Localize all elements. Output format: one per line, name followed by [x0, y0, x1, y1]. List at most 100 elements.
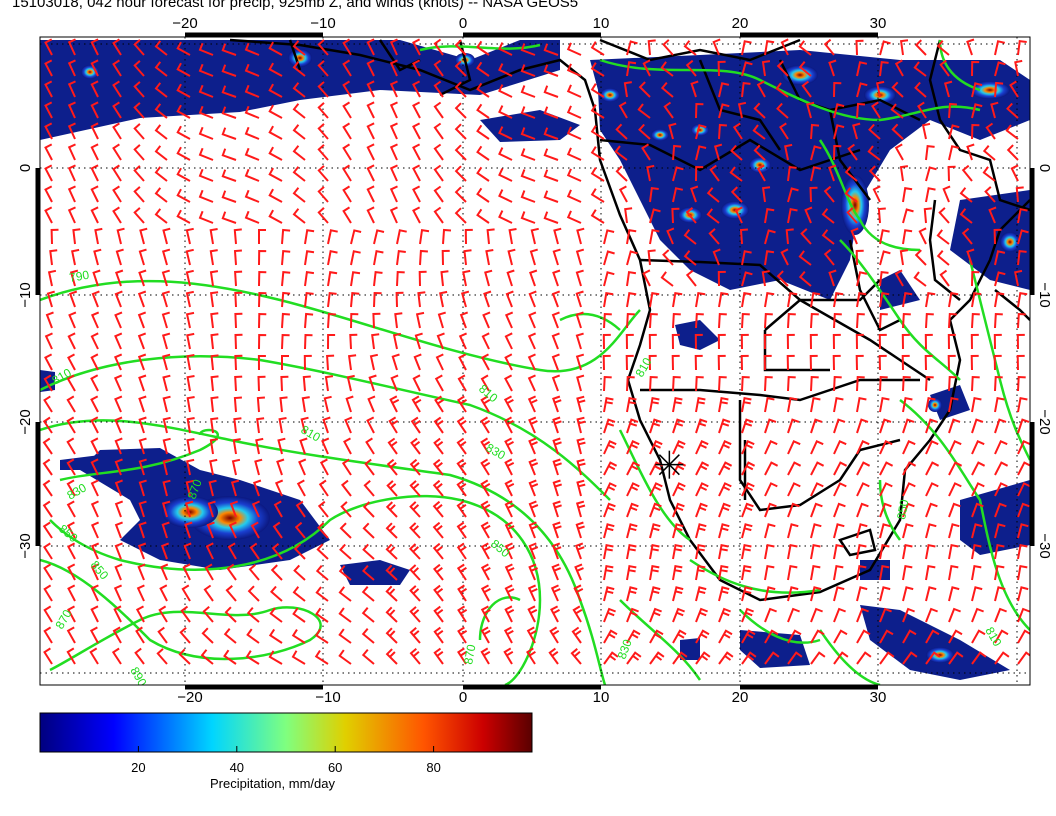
wind-barb	[590, 62, 605, 77]
wind-barb	[90, 311, 100, 329]
wind-barb	[543, 148, 559, 161]
wind-barb	[879, 482, 893, 497]
wind-barb	[269, 585, 283, 602]
wind-barb	[961, 164, 973, 182]
wind-barb	[741, 586, 753, 602]
wind-barb	[856, 61, 868, 77]
wind-barb	[419, 228, 430, 245]
wind-barb	[925, 629, 940, 644]
wind-barb	[317, 144, 329, 161]
wind-barb	[570, 648, 582, 665]
wind-barb	[504, 311, 514, 329]
wind-barb	[695, 165, 704, 182]
wind-barb	[138, 479, 147, 497]
wind-barb	[457, 374, 467, 392]
wind-barb	[626, 502, 639, 518]
wind-barb	[828, 269, 837, 287]
wind-barb	[317, 522, 329, 539]
wind-barb	[1017, 375, 1026, 392]
wind-barb	[159, 584, 168, 602]
wind-barb	[90, 521, 100, 539]
wind-barb	[637, 103, 651, 119]
wind-barb	[90, 500, 99, 518]
wind-barb	[498, 189, 513, 203]
wind-barb	[833, 523, 845, 539]
wind-barb	[457, 605, 468, 623]
wind-barb	[498, 63, 513, 77]
wind-barb	[322, 416, 331, 434]
wind-barb	[133, 144, 145, 161]
colorbar-tick-label: 60	[328, 760, 342, 775]
wind-barb	[971, 103, 983, 119]
wind-barb	[435, 353, 444, 371]
wind-barb	[971, 82, 983, 98]
wind-barb	[44, 164, 53, 182]
wind-barb	[994, 61, 1006, 77]
wind-barb	[672, 586, 684, 602]
wind-barb	[672, 629, 687, 644]
wind-barb	[741, 629, 756, 644]
wind-barb	[314, 650, 329, 665]
wind-barb	[412, 185, 421, 203]
wind-barb	[787, 461, 802, 476]
wind-barb	[504, 521, 515, 539]
wind-barb	[498, 84, 513, 98]
wind-barb	[341, 458, 352, 476]
wind-barb	[741, 397, 752, 413]
wind-barb	[526, 647, 536, 665]
wind-barb	[672, 375, 681, 392]
wind-barb	[879, 544, 890, 560]
wind-barb	[527, 374, 536, 392]
wind-barb	[948, 439, 962, 455]
wind-barb	[323, 395, 332, 413]
wind-barb	[626, 375, 635, 392]
wind-barb	[221, 190, 237, 203]
wind-barb	[342, 38, 352, 56]
wind-barb	[1017, 292, 1028, 308]
wind-barb	[178, 648, 191, 665]
wind-barb	[233, 249, 242, 266]
wind-barb	[902, 502, 915, 518]
wind-barb	[114, 542, 123, 560]
wind-barb	[162, 479, 171, 497]
wind-barb	[984, 186, 996, 203]
wind-barb	[456, 479, 467, 497]
wind-barb	[948, 124, 960, 140]
wind-barb	[810, 565, 821, 581]
wind-barb	[321, 437, 330, 455]
wind-barb	[432, 500, 444, 518]
wind-barb	[138, 521, 147, 539]
wind-barb	[695, 651, 711, 665]
wind-barb	[856, 102, 866, 119]
wind-barb	[66, 395, 76, 413]
wind-barb	[114, 437, 123, 455]
wind-barb	[409, 522, 421, 539]
wind-barb	[44, 185, 53, 203]
wind-barb	[66, 647, 76, 665]
wind-barb	[412, 38, 421, 56]
wind-barb	[43, 563, 53, 581]
wind-barb	[418, 270, 427, 287]
wind-barb	[695, 544, 706, 560]
wind-barb	[528, 563, 538, 581]
wind-barb	[456, 437, 467, 455]
wind-barb	[852, 122, 861, 140]
wind-barb	[277, 437, 286, 455]
wind-barb	[872, 185, 881, 203]
wind-barb	[90, 584, 99, 602]
wind-barb	[576, 395, 586, 413]
wind-barb	[161, 500, 171, 518]
wind-barb	[409, 648, 421, 665]
wind-barb	[244, 105, 260, 119]
wind-barb	[706, 187, 720, 203]
wind-barb	[649, 607, 662, 623]
wind-barb	[856, 292, 867, 308]
map-axis-labels: −20 −10 0 10 20 30 −20 −10 0 10 20 30 0 …	[17, 15, 1053, 706]
precipitation-colorbar: 20 40 60 80	[39, 712, 533, 775]
wind-barb	[296, 479, 306, 497]
wind-barb	[93, 248, 102, 266]
wind-barb	[776, 102, 789, 119]
wind-barb	[47, 269, 57, 287]
wind-barb	[966, 38, 975, 56]
wind-barb	[176, 188, 191, 203]
